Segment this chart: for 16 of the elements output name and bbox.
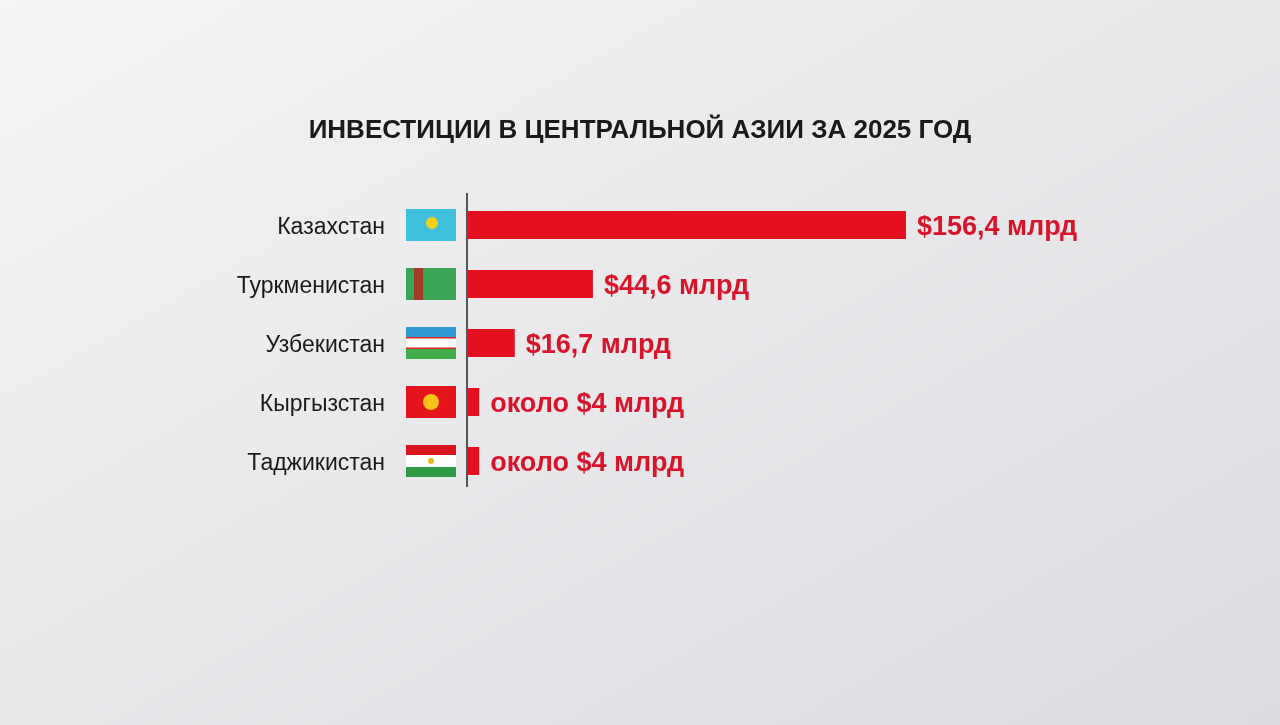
bar [468,388,480,416]
data-label: $156,4 млрд [917,211,1078,241]
data-label: $16,7 млрд [525,329,671,359]
y-tick-label: Казахстан [277,213,385,239]
data-label: около $4 млрд [490,388,685,418]
chart-title: ИНВЕСТИЦИИ В ЦЕНТРАЛЬНОЙ АЗИИ ЗА 2025 ГОД [308,114,972,144]
bar [468,329,515,357]
y-tick-label: Узбекистан [265,331,385,357]
y-tick-label: Туркменистан [236,272,385,298]
bar [468,447,480,475]
y-tick-label: Кыргызстан [259,390,385,416]
y-tick-label: Таджикистан [247,449,385,475]
bar [468,270,593,298]
bar [468,211,906,239]
data-label: $44,6 млрд [603,270,750,300]
data-label: около $4 млрд [490,447,685,477]
